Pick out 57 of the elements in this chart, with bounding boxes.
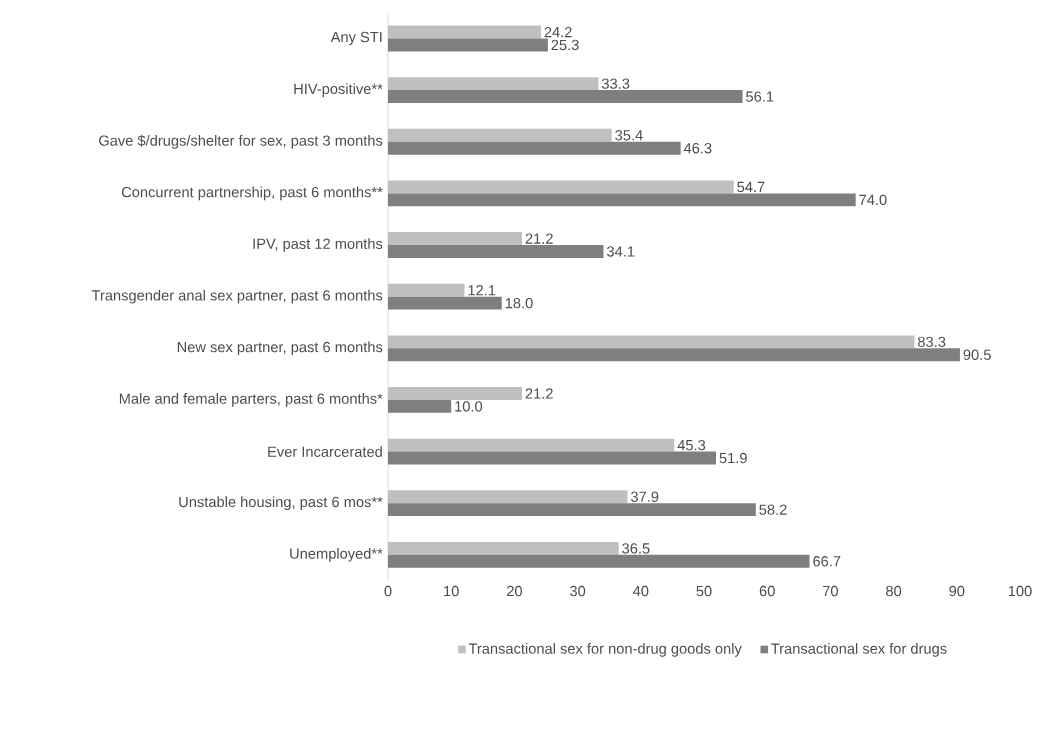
data-label: 24.2	[544, 26, 572, 38]
legend-label: Transactional sex for drugs	[771, 643, 947, 657]
data-label: 74.0	[859, 194, 887, 206]
x-tick-label: 60	[759, 585, 775, 597]
bar	[388, 399, 452, 413]
x-tick-label: 40	[632, 585, 649, 597]
bar	[388, 193, 856, 207]
data-label: 51.9	[719, 452, 747, 464]
x-tick-label: 90	[949, 585, 965, 597]
y-tick-label: Ever Incarcerated	[268, 446, 382, 457]
data-label: 45.3	[677, 439, 706, 451]
bar	[388, 38, 548, 52]
bar	[388, 503, 756, 517]
x-tick-label: 70	[822, 585, 838, 597]
bar	[388, 141, 681, 155]
y-tick-label: Any STI	[330, 31, 382, 46]
x-tick-label: 10	[444, 585, 459, 597]
bar	[388, 245, 604, 258]
x-tick-label: 0	[384, 585, 392, 597]
x-tick-label: 20	[506, 585, 522, 597]
y-tick-label: HIV-positive**	[294, 83, 383, 97]
data-label: 21.2	[525, 388, 553, 399]
x-tick-label: 50	[696, 585, 712, 597]
y-tick-label: Gave $/drugs/shelter for sex, past 3 months	[99, 134, 383, 149]
y-tick-label: IPV, past 12 months	[253, 238, 383, 252]
x-tick-label: 80	[886, 585, 902, 597]
data-label: 56.1	[746, 91, 774, 102]
data-label: 83.3	[918, 336, 946, 348]
bar	[388, 554, 810, 568]
data-label: 37.9	[631, 491, 659, 502]
bar	[388, 90, 743, 104]
data-label: 33.3	[601, 78, 630, 89]
data-label: 18.0	[505, 297, 533, 309]
data-label: 25.3	[551, 39, 579, 51]
data-label: 54.7	[737, 181, 765, 193]
x-tick-label: 30	[570, 585, 586, 597]
data-label: 46.3	[683, 143, 712, 154]
bar	[388, 348, 960, 362]
data-label: 90.5	[963, 349, 991, 360]
data-label: 36.5	[622, 543, 650, 554]
data-label: 21.2	[525, 233, 553, 244]
bar	[388, 451, 717, 465]
legend-label: Transactional sex for non-drug goods only	[468, 643, 742, 657]
y-tick-label: Concurrent partnership, past 6 months**	[121, 186, 383, 201]
y-tick-label: Unemployed**	[290, 548, 383, 562]
y-tick-label: Unstable housing, past 6 mos**	[179, 496, 383, 511]
data-label: 35.4	[615, 130, 643, 141]
data-label: 34.1	[607, 246, 635, 257]
y-tick-label: New sex partner, past 6 months	[177, 341, 383, 356]
data-label: 66.7	[813, 556, 841, 567]
data-label: 58.2	[759, 504, 787, 515]
bar	[388, 296, 502, 310]
data-label: 10.0	[455, 401, 483, 412]
data-label: 12.1	[468, 285, 496, 296]
x-tick-label: 100	[1008, 585, 1032, 597]
y-tick-label: Transgender anal sex partner, past 6 months	[91, 289, 383, 304]
y-tick-label: Male and female parters, past 6 months*	[119, 393, 383, 407]
